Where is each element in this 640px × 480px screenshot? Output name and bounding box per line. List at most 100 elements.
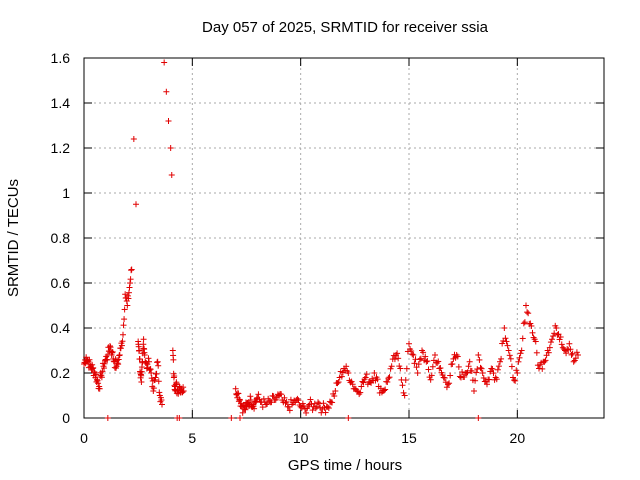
data-point: [236, 396, 243, 403]
data-point: [413, 364, 420, 371]
data-point: [98, 374, 105, 381]
data-point: [180, 384, 187, 391]
data-point: [505, 347, 512, 354]
y-tick-label: 1.4: [51, 95, 71, 111]
data-point: [155, 362, 162, 369]
data-point: [107, 343, 113, 349]
y-tick-label: 1.2: [51, 140, 71, 156]
data-point: [338, 373, 345, 380]
data-point: [357, 389, 364, 396]
data-point: [508, 363, 515, 370]
data-point: [329, 399, 336, 406]
data-point: [449, 361, 456, 367]
data-point: [545, 349, 552, 356]
data-point: [99, 368, 106, 375]
data-point: [138, 372, 145, 379]
data-point: [489, 365, 496, 372]
data-point: [324, 403, 331, 410]
data-point: [363, 371, 370, 378]
data-point: [286, 407, 293, 414]
data-point: [158, 397, 165, 404]
data-point: [114, 360, 121, 367]
data-point: [566, 340, 573, 347]
data-point: [525, 310, 532, 317]
data-point: [130, 136, 137, 142]
data-point: [152, 374, 159, 381]
data-point: [116, 351, 123, 358]
data-point: [497, 358, 503, 365]
data-point: [388, 363, 395, 370]
data-point: [143, 360, 150, 367]
data-point: [408, 348, 415, 355]
data-point: [180, 388, 187, 394]
tick-labels: 0 0.2 0.4 0.6 0.8 1 1.2 1.4 1.6 0 5 10 15 20: [51, 50, 526, 446]
data-point: [432, 352, 438, 358]
data-point: [297, 403, 304, 410]
data-point: [127, 280, 134, 287]
data-point: [95, 380, 102, 387]
data-point: [89, 361, 96, 368]
data-point: [120, 322, 127, 329]
data-point: [91, 370, 98, 376]
data-point: [141, 352, 148, 358]
data-point: [518, 347, 525, 354]
data-point: [237, 397, 243, 403]
data-point: [232, 385, 239, 392]
data-point: [459, 369, 466, 376]
data-point: [283, 398, 290, 405]
data-point: [473, 369, 480, 376]
data-point: [253, 395, 260, 402]
x-tick-label: 10: [293, 430, 309, 446]
data-point: [282, 399, 289, 406]
data-point: [115, 361, 122, 368]
data-point: [428, 372, 435, 379]
data-point: [315, 399, 321, 406]
chart-title: Day 057 of 2025, SRMTID for receiver ssi…: [202, 19, 489, 36]
data-point: [567, 346, 574, 353]
data-point: [251, 405, 258, 412]
data-point: [83, 354, 90, 361]
data-point: [125, 295, 132, 302]
data-point: [550, 333, 557, 340]
data-point: [539, 365, 546, 372]
data-point: [101, 360, 108, 367]
data-point: [312, 405, 319, 412]
data-point: [356, 391, 363, 398]
data-point: [495, 363, 502, 370]
data-point: [502, 335, 509, 342]
data-point: [511, 377, 518, 384]
data-point: [138, 379, 145, 385]
data-point: [349, 381, 356, 388]
data-point: [305, 402, 312, 409]
data-point: [490, 370, 497, 377]
data-point: [117, 345, 124, 352]
grid: [84, 58, 604, 418]
data-point: [128, 267, 135, 274]
data-point: [475, 352, 482, 358]
y-tick-label: 0: [62, 410, 70, 426]
data-point: [127, 276, 134, 283]
x-tick-label: 15: [401, 430, 417, 446]
data-point: [414, 370, 421, 376]
data-point: [523, 302, 529, 309]
data-point: [124, 292, 131, 299]
data-point: [568, 351, 575, 358]
data-point: [168, 172, 175, 178]
y-tick-label: 0.4: [51, 320, 71, 336]
data-point: [170, 356, 177, 363]
data-point: [133, 201, 139, 208]
data-point: [558, 341, 565, 348]
x-tick-label: 5: [188, 430, 196, 446]
data-point: [479, 370, 486, 376]
data-point: [466, 358, 473, 365]
data-point: [563, 350, 570, 357]
y-tick-label: 1: [62, 185, 70, 201]
data-point: [309, 407, 316, 414]
data-point: [165, 118, 172, 124]
data-point: [295, 397, 302, 404]
data-point: [86, 356, 93, 363]
data-point: [435, 358, 442, 365]
data-point: [322, 409, 329, 416]
data-point: [235, 390, 242, 397]
